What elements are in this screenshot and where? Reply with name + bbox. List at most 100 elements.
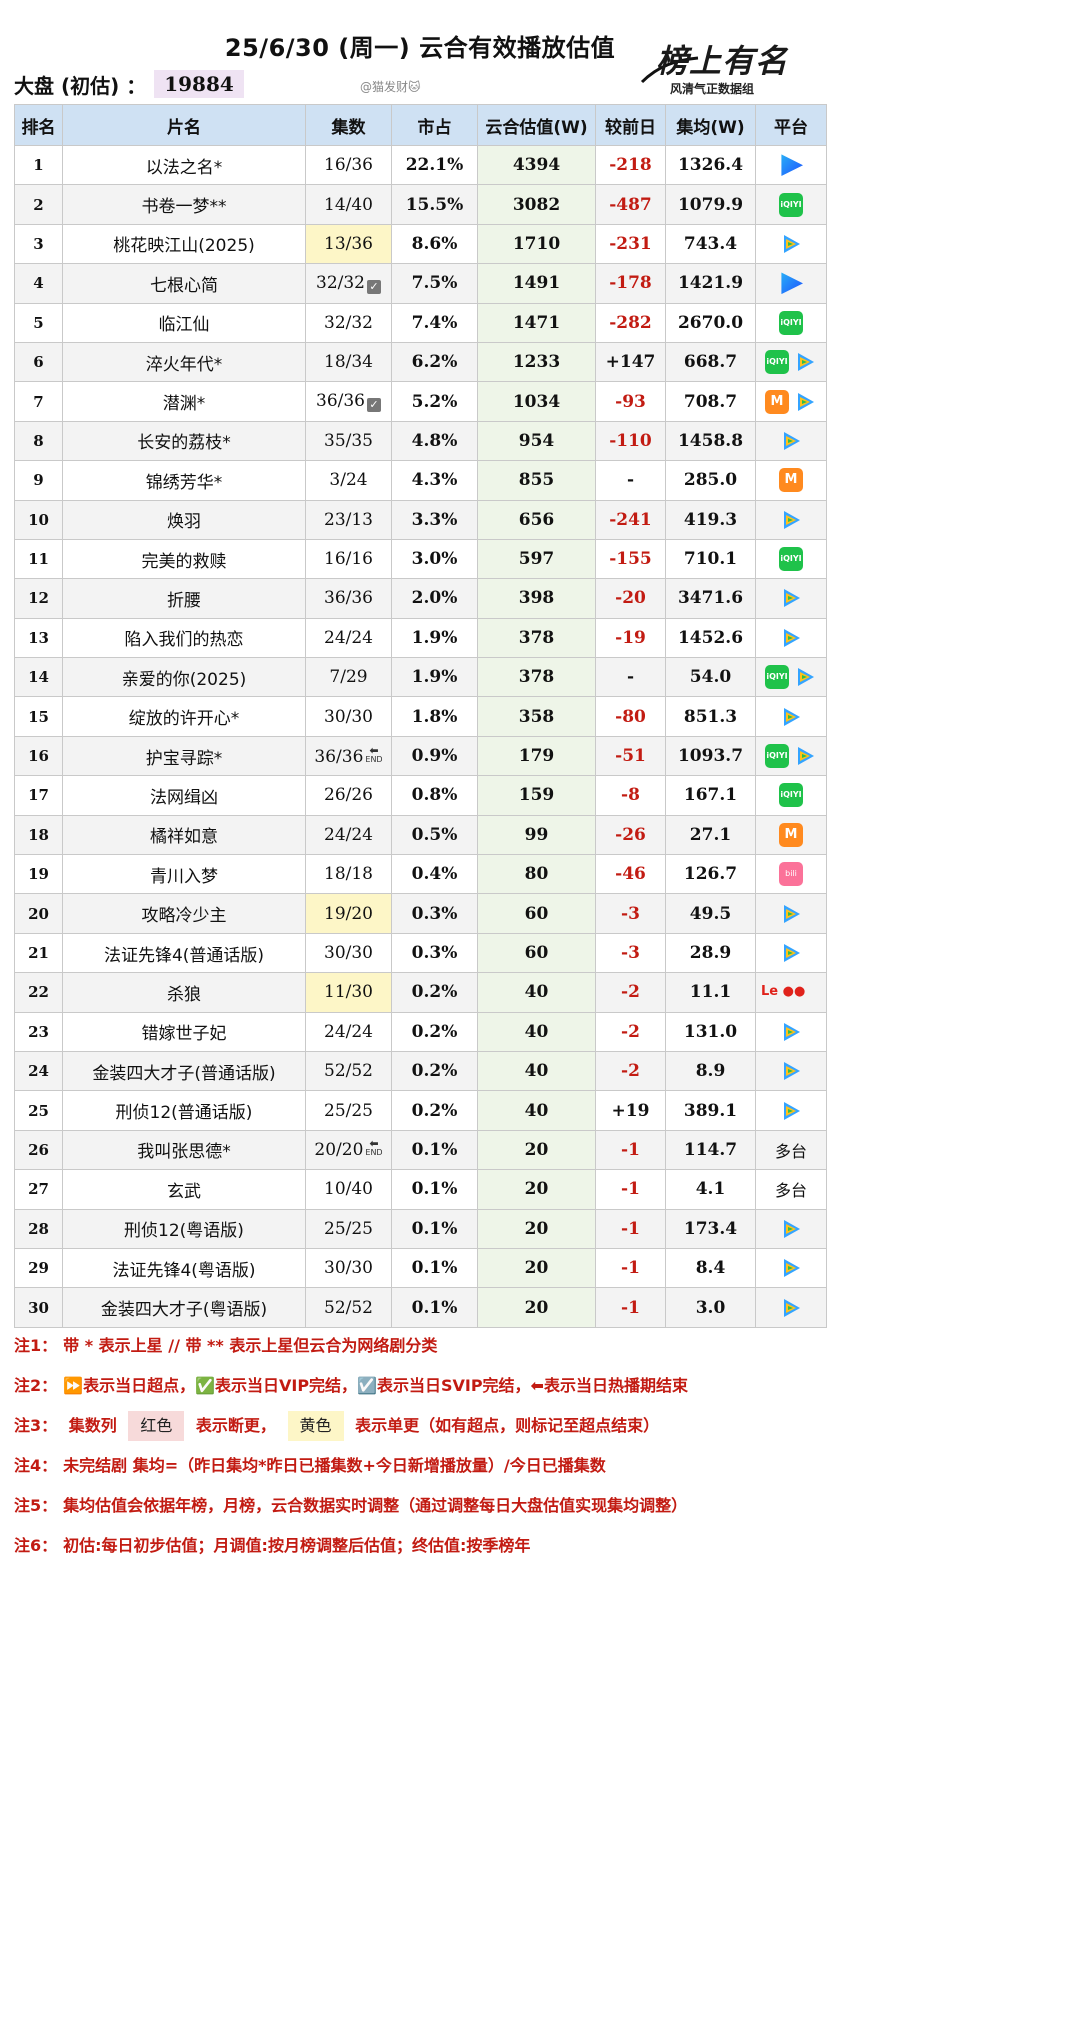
tencent-video-icon: [779, 508, 803, 532]
table-row: 14 亲爱的你(2025) 7/29 1.9% 378 - 54.0 iQIYI: [14, 657, 827, 698]
share-cell: 0.1%: [391, 1208, 478, 1249]
delta-cell: -2: [595, 1050, 666, 1092]
delta-cell: -1: [595, 1247, 666, 1289]
share-cell-value: 6.2%: [411, 352, 458, 373]
delta-cell-value: -155: [609, 549, 652, 570]
episodes-cell-value: 24/24: [324, 627, 373, 648]
average-cell: 3471.6: [665, 578, 756, 619]
estimate-cell-value: 40: [524, 1100, 549, 1121]
episodes-cell-value: 30/30: [324, 1258, 373, 1279]
estimate-cell-value: 40: [524, 1021, 549, 1042]
share-cell: 5.2%: [391, 381, 478, 422]
share-cell-value: 0.5%: [411, 824, 458, 845]
market-total-label: 大盘 (初估) ：: [14, 73, 147, 98]
title-cell: 折腰: [62, 578, 306, 619]
title-cell: 长安的荔枝*: [62, 420, 306, 462]
col-title-header: 片名: [62, 104, 306, 146]
episodes-cell: 18/34: [305, 341, 392, 383]
average-cell: 11.1: [665, 972, 756, 1013]
table-row: 18 橘祥如意 24/24 0.5% 99 -26 27.1 M: [14, 814, 827, 856]
platform-cell: [755, 420, 827, 462]
rank-cell: 26: [14, 1129, 63, 1171]
rank-cell-value: 9: [33, 471, 44, 490]
average-cell: 743.4: [665, 223, 756, 265]
platform-cell: M: [755, 460, 827, 501]
tencent-video-icon: [779, 429, 803, 453]
table-row: 9 锦绣芳华* 3/24 4.3% 855 - 285.0 M: [14, 460, 827, 501]
average-cell: 49.5: [665, 893, 756, 934]
average-cell-value: 1458.8: [677, 430, 744, 451]
average-cell: 27.1: [665, 814, 756, 856]
estimate-cell: 159: [477, 775, 596, 816]
estimate-cell-value: 378: [518, 627, 555, 648]
estimate-cell: 1034: [477, 381, 596, 422]
note-3-part-b: 表示断更，: [195, 1416, 276, 1435]
share-cell-value: 4.8%: [411, 430, 458, 451]
col-rank-header: 排名: [14, 104, 63, 146]
average-cell-value: 8.4: [695, 1258, 726, 1279]
share-cell: 3.0%: [391, 538, 478, 580]
average-cell: 285.0: [665, 460, 756, 501]
title-cell: 淬火年代*: [62, 341, 306, 383]
estimate-cell-value: 398: [518, 588, 555, 609]
share-cell-value: 8.6%: [411, 233, 458, 254]
title-cell: 桃花映江山(2025): [62, 223, 306, 265]
share-cell: 0.9%: [391, 735, 478, 777]
share-cell: 1.9%: [391, 657, 478, 698]
rank-cell: 21: [14, 932, 63, 974]
title-cell: 潜渊*: [62, 381, 306, 422]
table-row: 12 折腰 36/36 2.0% 398 -20 3471.6: [14, 578, 827, 619]
tencent-video-icon: [779, 705, 803, 729]
delta-cell: -80: [595, 696, 666, 737]
platform-cell: [755, 1247, 827, 1289]
episodes-cell-value: 3/24: [329, 470, 368, 491]
delta-cell: -8: [595, 775, 666, 816]
title-cell-value: 长安的荔枝*: [137, 433, 231, 454]
episodes-cell-value: 24/24: [324, 1021, 373, 1042]
average-cell-value: 131.0: [683, 1021, 738, 1042]
estimate-cell-value: 20: [524, 1258, 549, 1279]
note-4-key: 注4：: [14, 1456, 58, 1475]
share-cell: 0.2%: [391, 1090, 478, 1131]
title-cell: 书卷一梦**: [62, 184, 306, 225]
rank-cell: 14: [14, 657, 63, 698]
tencent-video-icon: [779, 1099, 803, 1123]
episodes-cell: 10/40: [305, 1169, 392, 1210]
estimate-cell: 20: [477, 1129, 596, 1171]
estimate-cell-value: 60: [524, 943, 549, 963]
average-cell-value: 126.7: [683, 864, 738, 885]
average-cell: 131.0: [665, 1011, 756, 1052]
delta-cell-value: -487: [609, 194, 652, 215]
title-cell-value: 七根心简: [150, 275, 218, 296]
title-cell-value: 完美的救赎: [141, 551, 227, 572]
average-cell: 4.1: [665, 1169, 756, 1210]
average-cell-value: 1079.9: [677, 194, 744, 215]
estimate-cell: 20: [477, 1287, 596, 1328]
rank-cell-value: 5: [33, 313, 44, 332]
market-total: 大盘 (初估) ： 19884: [14, 68, 244, 100]
iqiyi-icon: iQIYI: [765, 350, 789, 375]
estimate-cell: 99: [477, 814, 596, 856]
platform-cell: iQIYI: [755, 735, 827, 777]
episodes-cell-value: 23/13: [324, 509, 373, 530]
episodes-cell-value: 35/35: [324, 430, 373, 451]
rank-cell-value: 12: [28, 589, 49, 608]
average-cell-value: 167.1: [683, 785, 738, 806]
title-cell: 陷入我们的热恋: [62, 617, 306, 659]
share-cell-value: 22.1%: [405, 155, 464, 176]
title-cell: 杀狼: [62, 972, 306, 1013]
tencent-video-icon: [779, 1020, 803, 1044]
mango-tv-icon: M: [779, 822, 803, 847]
rank-cell-value: 24: [28, 1062, 49, 1081]
letv-icon: Le ●●: [761, 984, 806, 1000]
rank-cell: 11: [14, 538, 63, 580]
share-cell: 0.8%: [391, 775, 478, 816]
share-cell: 0.2%: [391, 1050, 478, 1092]
estimate-cell-value: 20: [524, 1139, 549, 1160]
title-cell-value: 以法之名*: [145, 157, 223, 178]
delta-cell: -46: [595, 854, 666, 895]
share-cell-value: 0.2%: [411, 982, 458, 1003]
title-cell-value: 护宝寻踪*: [145, 748, 223, 769]
platform-cell: [755, 499, 827, 540]
rank-cell: 9: [14, 460, 63, 501]
